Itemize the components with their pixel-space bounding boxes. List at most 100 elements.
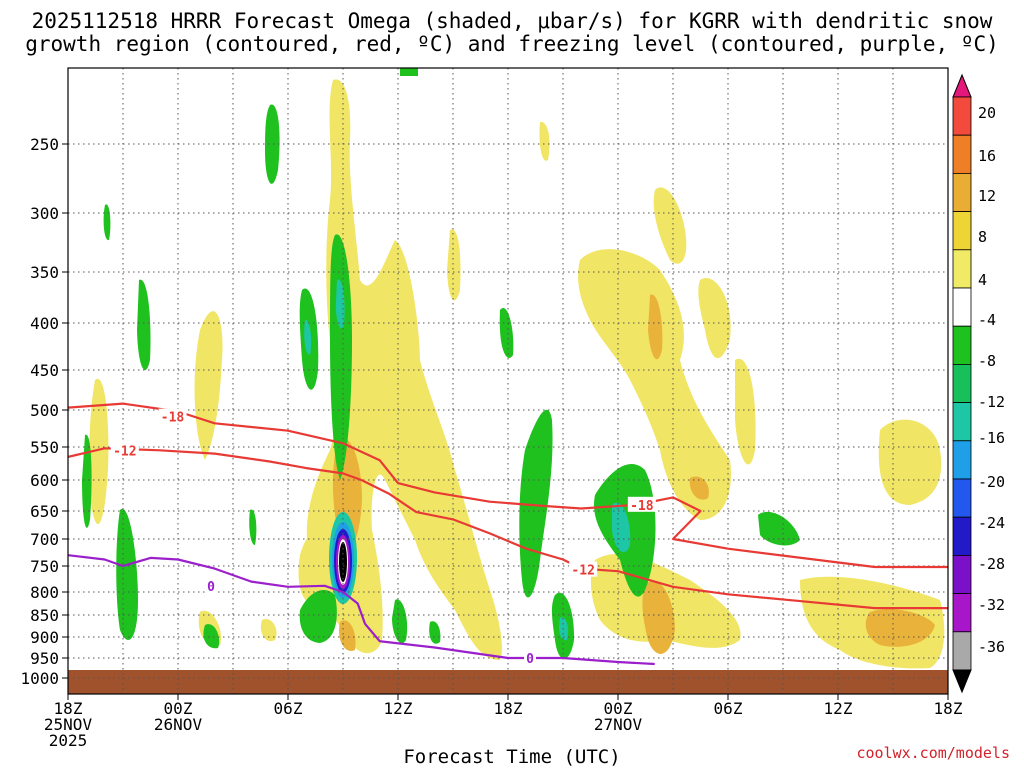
contour-label: -12 [571, 564, 594, 579]
colorbar-segment [952, 516, 972, 556]
omega-yellow-region [260, 619, 277, 642]
y-tick-label: 750 [30, 557, 59, 576]
omega-green-region [137, 279, 151, 370]
grid-lines [67, 68, 949, 694]
omega-orange-region [648, 294, 663, 360]
chart-title-line1: 2025112518 HRRR Forecast Omega (shaded, … [31, 9, 993, 33]
contour-label-bg [569, 561, 598, 577]
omega-green-region [203, 624, 220, 649]
colorbar-segment [952, 478, 972, 518]
omega-teal-core [335, 279, 345, 329]
y-tick-label: 850 [30, 606, 59, 625]
y-tick-label: 800 [30, 583, 59, 602]
x-tick-label: 18Z [934, 699, 963, 718]
colorbar-segment [952, 402, 972, 442]
contour-purple-0 [68, 554, 655, 666]
y-tick-label: 450 [30, 361, 59, 380]
omega-yellow-region [89, 378, 109, 525]
colorbar-label: -8 [978, 352, 996, 370]
colorbar-label: -12 [978, 393, 1005, 411]
colorbar-segment [952, 363, 972, 403]
contour-red-minus18 [68, 402, 948, 569]
y-tick-label: 650 [30, 502, 59, 521]
y-tick-label: 500 [30, 401, 59, 420]
colorbar-segment [952, 325, 972, 365]
contour-label: -18 [630, 499, 654, 514]
omega-green-region [429, 621, 441, 644]
contour-label: 0 [207, 580, 215, 595]
omega-green-region [392, 599, 408, 644]
colorbar-segment [952, 555, 972, 595]
contour-label: 0 [526, 652, 534, 667]
colorbar-segment [952, 440, 972, 480]
colorbar-segment [952, 631, 972, 671]
colorbar-label: -4 [978, 311, 996, 329]
omega-green-region [299, 590, 337, 643]
y-tick-label: 700 [30, 530, 59, 549]
colorbar-bottom-arrow [952, 669, 972, 694]
omega-yellow-region [539, 121, 550, 161]
colorbar-segment [952, 211, 972, 251]
omega-green-region [758, 511, 800, 546]
credit-link[interactable]: coolwx.com/models [856, 744, 1010, 762]
omega-green-region [330, 234, 352, 480]
x-tick-label: 25NOV [44, 715, 93, 734]
colorbar-segment [952, 96, 972, 136]
omega-green-region [82, 434, 92, 528]
omega-strong-core [339, 542, 347, 582]
contour-red-minus12 [68, 447, 948, 610]
contour-label-bg [205, 577, 217, 593]
y-tick-label: 1000 [20, 669, 59, 688]
colorbar-top-arrow [952, 73, 972, 98]
colorbar-label: 20 [978, 104, 996, 122]
contour-label: -12 [113, 444, 136, 459]
x-tick-label: 06Z [274, 699, 303, 718]
x-tick-label: 27NOV [594, 715, 643, 734]
colorbar-segment [952, 134, 972, 174]
contour-label-bg [627, 496, 656, 512]
x-tick-label: 12Z [384, 699, 413, 718]
colorbar-label: -36 [978, 638, 1005, 656]
colorbar-label: -20 [978, 473, 1005, 491]
contour-label-bg [110, 442, 139, 458]
omega-teal-core [304, 319, 312, 355]
omega-green-region [400, 68, 418, 76]
x-axis-title: Forecast Time (UTC) [403, 746, 621, 768]
chart-title-line2: growth region (contoured, red, ºC) and f… [25, 32, 999, 56]
x-tick-label: 06Z [714, 699, 743, 718]
y-tick-label: 600 [30, 471, 59, 490]
contour-label-bg [158, 408, 187, 424]
omega-green-region [265, 104, 280, 184]
colorbar-label: 4 [978, 271, 987, 289]
colorbar-label: 12 [978, 187, 996, 205]
colorbar-segment [952, 249, 972, 289]
x-tick-label: 18Z [494, 699, 523, 718]
omega-green-region [499, 308, 514, 358]
colorbar-label: -16 [978, 429, 1005, 447]
omega-green-region [249, 509, 257, 545]
x-tick-label: 26NOV [154, 715, 203, 734]
omega-yellow-region [698, 278, 731, 359]
colorbar-segment [952, 593, 972, 633]
colorbar: 20 16 12 8 4 -4 -8 -12 -16 -20 -24 -28 -32 -36 [952, 73, 1005, 694]
x-tick-label: 18Z [54, 699, 83, 718]
y-tick-label: 350 [30, 263, 59, 282]
colorbar-label: 8 [978, 228, 987, 246]
omega-orange-region [689, 476, 709, 500]
omega-yellow-region [447, 229, 461, 301]
contour-label: -18 [161, 411, 185, 426]
colorbar-label: 16 [978, 147, 996, 165]
x-tick-label: 2025 [49, 731, 88, 750]
temperature-contours: -18 -18 -12 -12 0 0 [68, 402, 948, 667]
y-tick-label: 900 [30, 628, 59, 647]
omega-yellow-region [735, 358, 756, 465]
omega-teal-core [612, 502, 631, 553]
colorbar-label: -28 [978, 555, 1005, 573]
omega-orange-region [642, 581, 675, 654]
colorbar-label: -32 [978, 596, 1005, 614]
y-tick-label: 300 [30, 204, 59, 223]
y-tick-label: 250 [30, 135, 59, 154]
omega-green-region [519, 409, 553, 598]
